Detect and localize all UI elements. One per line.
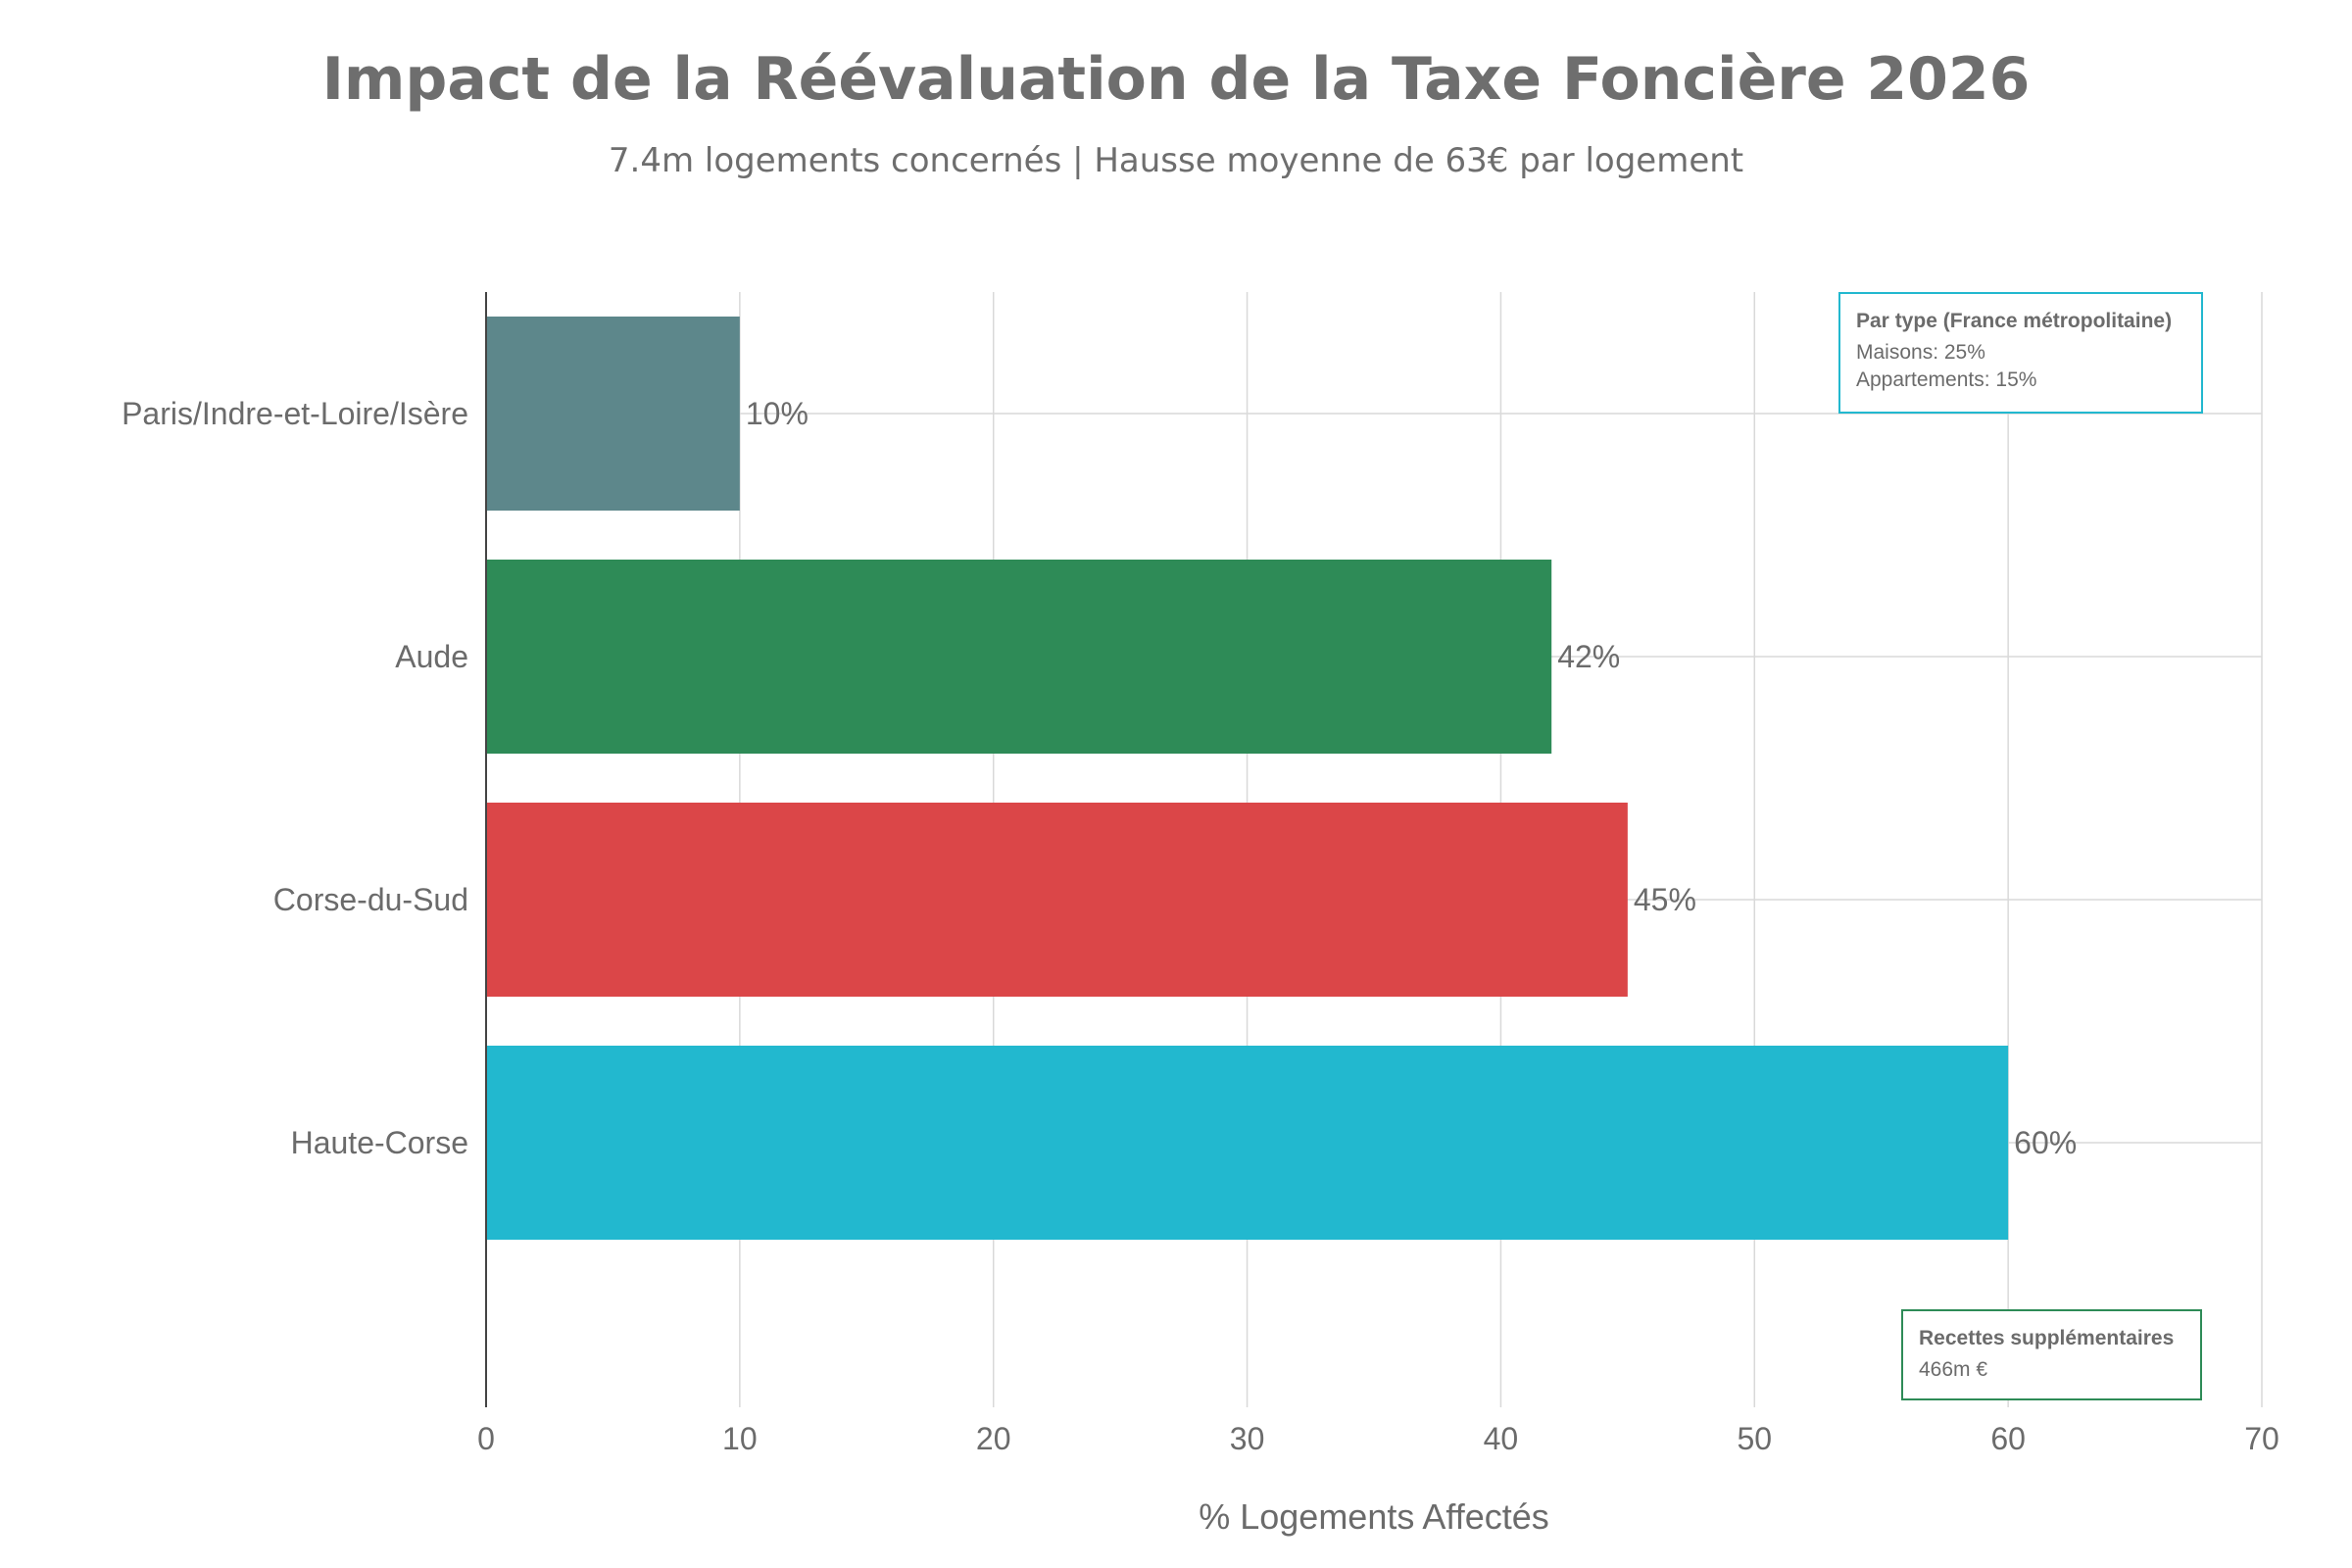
- category-label: Corse-du-Sud: [273, 882, 468, 917]
- data-label: 42%: [1557, 639, 1620, 674]
- type-breakdown-line: Appartements: 15%: [1856, 368, 2037, 391]
- data-label: 60%: [2014, 1125, 2077, 1160]
- x-tick-label: 40: [1484, 1421, 1519, 1456]
- x-tick-label: 10: [722, 1421, 758, 1456]
- revenue-value: 466m €: [1919, 1358, 1988, 1381]
- revenue-heading: Recettes supplémentaires: [1919, 1327, 2175, 1349]
- category-label: Paris/Indre-et-Loire/Isère: [122, 396, 468, 431]
- x-axis-title: % Logements Affectés: [1199, 1496, 1549, 1537]
- type-breakdown-heading: Par type (France métropolitaine): [1856, 310, 2173, 332]
- data-label: 45%: [1634, 882, 1696, 917]
- x-tick-label: 70: [2244, 1421, 2279, 1456]
- category-label: Haute-Corse: [291, 1125, 468, 1160]
- chart-title: Impact de la Réévaluation de la Taxe Fon…: [321, 45, 2031, 114]
- type-breakdown-annotation: Par type (France métropolitaine) Maisons…: [1838, 292, 2203, 414]
- bar: [486, 317, 740, 511]
- x-tick-label: 60: [1990, 1421, 2026, 1456]
- revenue-annotation: Recettes supplémentaires 466m €: [1901, 1309, 2202, 1400]
- bar: [486, 560, 1552, 754]
- x-tick-label: 30: [1230, 1421, 1265, 1456]
- data-label: 10%: [746, 396, 808, 431]
- category-label: Aude: [395, 639, 468, 674]
- bar: [486, 1046, 2009, 1240]
- type-breakdown-line: Maisons: 25%: [1856, 341, 1985, 364]
- x-tick-label: 20: [976, 1421, 1011, 1456]
- x-tick-label: 0: [477, 1421, 495, 1456]
- x-tick-label: 50: [1737, 1421, 1772, 1456]
- chart-subtitle: 7.4m logements concernés | Hausse moyenn…: [608, 141, 1744, 180]
- bar: [486, 803, 1628, 997]
